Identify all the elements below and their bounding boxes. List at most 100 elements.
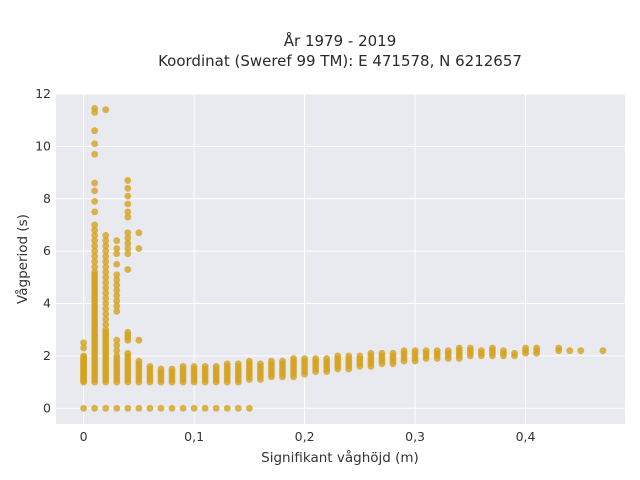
data-point — [102, 310, 110, 318]
data-point — [80, 344, 88, 352]
y-tick-label: 0 — [43, 400, 51, 415]
data-point — [102, 232, 110, 239]
data-point — [212, 362, 220, 370]
data-point — [312, 355, 320, 362]
data-point — [522, 344, 529, 352]
data-point — [113, 404, 121, 412]
data-point — [91, 237, 99, 245]
data-point — [91, 187, 99, 195]
data-point — [135, 229, 143, 237]
data-point — [91, 105, 99, 112]
data-point — [124, 177, 132, 184]
data-point — [135, 245, 143, 252]
data-point — [102, 273, 110, 281]
data-point — [80, 352, 88, 360]
grid-lines — [56, 93, 625, 424]
data-point — [102, 300, 110, 307]
data-point — [113, 250, 121, 258]
data-point — [124, 239, 132, 247]
data-point — [113, 352, 121, 360]
data-point — [555, 344, 563, 352]
y-tick-label: 8 — [43, 191, 51, 206]
chart-title: År 1979 - 2019 — [284, 31, 397, 50]
x-tick-label: 0 — [80, 429, 88, 444]
data-point — [102, 294, 110, 302]
data-point — [533, 344, 541, 352]
data-point — [124, 404, 132, 412]
data-point — [124, 192, 132, 200]
data-point — [102, 237, 110, 245]
data-point — [124, 200, 132, 208]
data-point — [124, 208, 132, 216]
data-point — [378, 349, 386, 357]
data-point — [234, 360, 242, 368]
data-point — [367, 349, 375, 357]
data-point — [113, 287, 121, 294]
data-point — [91, 226, 99, 234]
data-point — [91, 404, 99, 412]
data-point — [511, 349, 518, 357]
data-point — [179, 362, 187, 370]
data-point — [91, 242, 99, 250]
data-point — [113, 276, 121, 284]
data-point — [102, 289, 110, 297]
data-point — [179, 404, 187, 412]
data-point — [124, 250, 132, 258]
data-point — [444, 347, 452, 355]
data-point — [124, 213, 132, 221]
data-point — [168, 365, 176, 373]
data-point — [477, 347, 485, 355]
data-point — [102, 247, 110, 255]
y-axis-label: Vågperiod (s) — [14, 214, 31, 304]
data-point — [91, 258, 99, 266]
data-point — [124, 229, 132, 237]
data-point — [500, 347, 507, 355]
data-point — [102, 252, 110, 260]
data-point — [466, 344, 474, 352]
data-point — [135, 404, 143, 412]
data-point — [113, 271, 121, 279]
data-point — [290, 355, 297, 362]
x-tick-label: 0,3 — [405, 429, 425, 444]
data-point — [279, 357, 286, 365]
data-point — [91, 221, 99, 229]
data-point — [245, 357, 253, 365]
x-tick-labels: 0 0,1 0,2 0,3 0,4 — [80, 429, 536, 444]
data-point — [113, 347, 121, 355]
data-point — [135, 336, 143, 344]
data-point — [102, 326, 110, 334]
data-point — [102, 106, 110, 114]
y-tick-labels: 0 2 4 6 8 10 12 — [35, 86, 51, 415]
y-tick-label: 10 — [35, 138, 51, 153]
data-point — [577, 347, 585, 355]
data-point — [223, 360, 231, 368]
data-point — [91, 197, 99, 205]
data-point — [102, 263, 110, 271]
data-point — [113, 307, 121, 315]
data-point — [80, 339, 88, 347]
data-point — [422, 347, 430, 355]
data-point — [190, 362, 198, 370]
data-point — [113, 336, 121, 344]
data-point — [113, 297, 121, 305]
data-point — [599, 347, 607, 355]
data-point — [102, 315, 110, 323]
data-point — [113, 302, 121, 310]
data-point — [124, 266, 132, 273]
data-point — [334, 352, 342, 360]
x-axis-label: Signifikant våghöjd (m) — [261, 449, 419, 466]
data-point — [400, 347, 408, 355]
data-point — [323, 355, 331, 362]
data-point — [356, 352, 364, 360]
data-point — [245, 404, 253, 412]
y-tick-label: 4 — [43, 296, 51, 311]
data-point — [389, 349, 397, 357]
data-point — [113, 237, 121, 245]
data-point — [190, 404, 198, 412]
x-tick-label: 0,1 — [184, 429, 204, 444]
data-point — [146, 362, 154, 370]
data-point — [113, 342, 121, 349]
data-point — [566, 347, 574, 355]
data-point — [91, 208, 99, 216]
